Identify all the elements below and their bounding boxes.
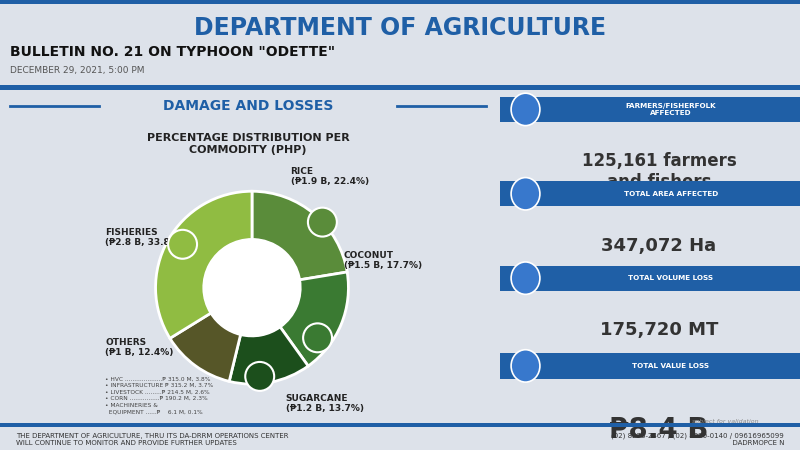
Text: ₱8.4 B: ₱8.4 B [610,416,709,444]
Text: PERCENTAGE DISTRIBUTION PER
COMMODITY (PHP): PERCENTAGE DISTRIBUTION PER COMMODITY (P… [146,133,350,155]
Circle shape [511,262,540,294]
Bar [500,97,800,122]
Bar [0,85,800,90]
Text: SUGARCANE
(₱1.2 B, 13.7%): SUGARCANE (₱1.2 B, 13.7%) [286,394,364,413]
Circle shape [511,178,540,210]
Text: 175,720 MT: 175,720 MT [600,321,718,339]
Text: DECEMBER 29, 2021, 5:00 PM: DECEMBER 29, 2021, 5:00 PM [10,66,145,75]
Circle shape [511,93,540,126]
Text: DAMAGE AND LOSSES: DAMAGE AND LOSSES [163,99,333,113]
Bar [500,181,800,207]
Text: subject for validation: subject for validation [692,419,758,424]
Text: TOTAL VALUE LOSS: TOTAL VALUE LOSS [633,363,710,369]
Text: THE DEPARTMENT OF AGRICULTURE, THRU ITS DA-DRRM OPERATIONS CENTER
WILL CONTINUE : THE DEPARTMENT OF AGRICULTURE, THRU ITS … [16,433,289,446]
Text: FISHERIES
(₱2.8 B, 33.8%): FISHERIES (₱2.8 B, 33.8%) [106,228,183,247]
Bar [500,353,800,378]
Bar [0,0,800,4]
Circle shape [204,239,300,336]
Circle shape [303,324,332,352]
Bar [500,266,800,291]
Text: 347,072 Ha: 347,072 Ha [602,237,717,255]
Text: FARMERS/FISHERFOLK
AFFECTED: FARMERS/FISHERFOLK AFFECTED [626,103,716,116]
Text: BULLETIN NO. 21 ON TYPHOON "ODETTE": BULLETIN NO. 21 ON TYPHOON "ODETTE" [10,45,335,59]
Circle shape [246,362,274,391]
Wedge shape [280,272,349,366]
Wedge shape [229,327,308,384]
Circle shape [308,207,337,237]
Wedge shape [252,191,347,280]
Text: TOTAL AREA AFFECTED: TOTAL AREA AFFECTED [624,191,718,197]
Circle shape [511,350,540,382]
Text: OTHERS
(₱1 B, 12.4%): OTHERS (₱1 B, 12.4%) [106,338,174,357]
Text: TOTAL VOLUME LOSS: TOTAL VOLUME LOSS [629,275,714,281]
Text: RICE
(₱1.9 B, 22.4%): RICE (₱1.9 B, 22.4%) [290,167,369,186]
Text: • HVC ....................₱ 315.0 M, 3.8%
• INFRASTRUCTURE ₱ 315.2 M, 3.7%
• LIV: • HVC ....................₱ 315.0 M, 3.8… [106,376,214,414]
Text: COCONUT
(₱1.5 B, 17.7%): COCONUT (₱1.5 B, 17.7%) [344,251,422,270]
Text: (02) 8273-2467 / (02) 8920-0140 / 09616965099
  DADRMOPCE N: (02) 8273-2467 / (02) 8920-0140 / 096169… [611,433,784,446]
Wedge shape [170,313,241,381]
Text: 125,161 farmers
and fishers: 125,161 farmers and fishers [582,153,736,191]
Circle shape [168,230,197,259]
Wedge shape [155,191,252,338]
Bar [0,423,800,427]
Text: DEPARTMENT OF AGRICULTURE: DEPARTMENT OF AGRICULTURE [194,16,606,40]
